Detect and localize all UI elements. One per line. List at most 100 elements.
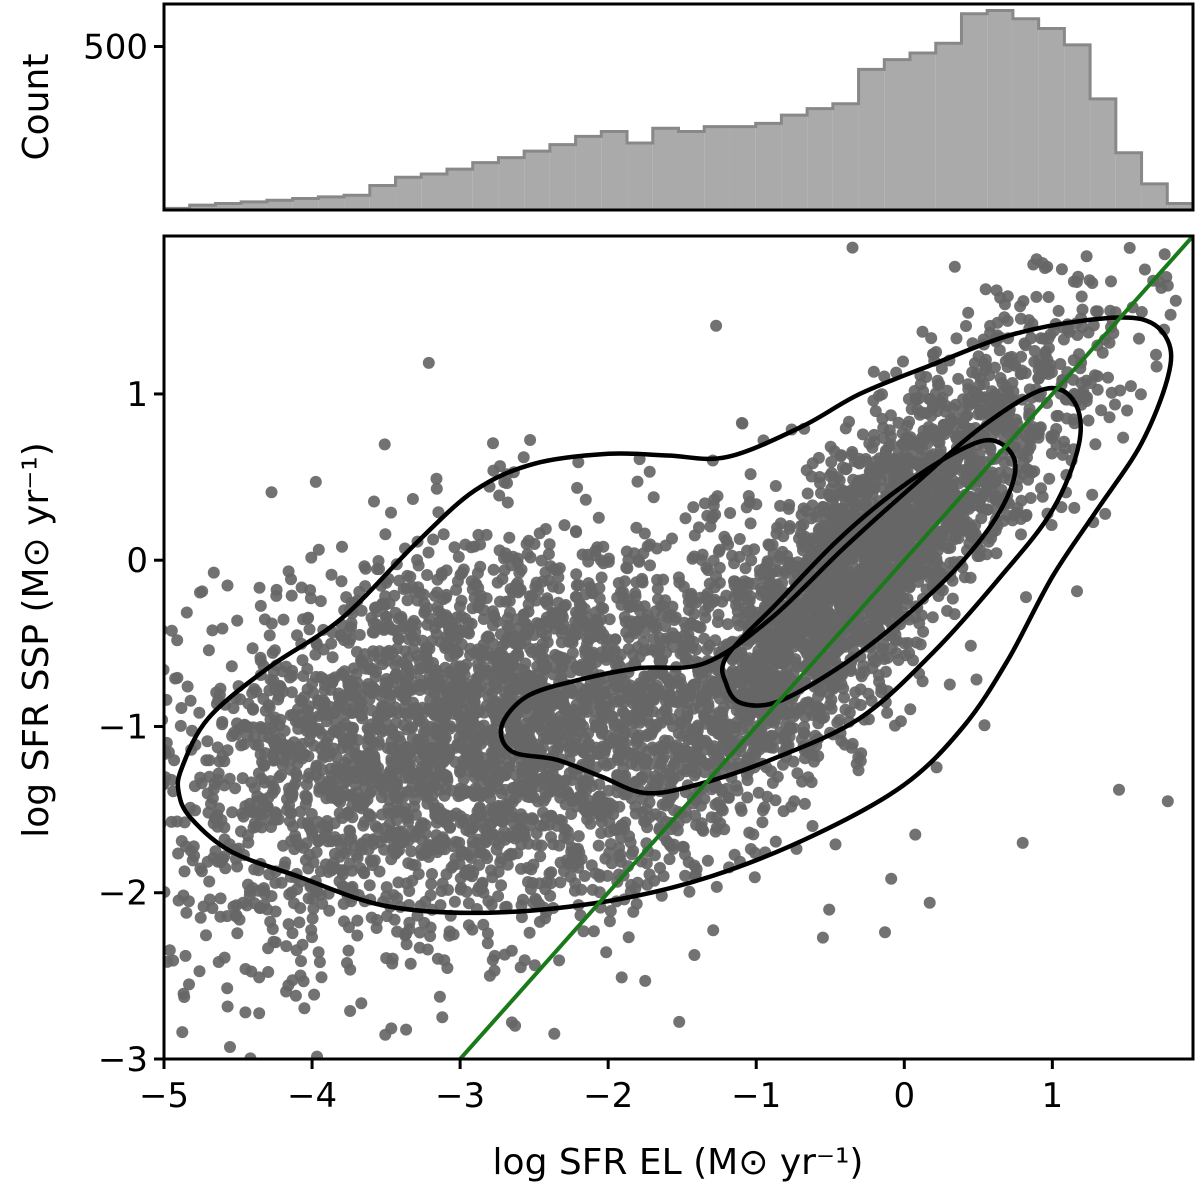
- scatter-point: [926, 611, 939, 624]
- scatter-point: [133, 693, 145, 705]
- scatter-point: [452, 550, 465, 563]
- scatter-point: [353, 585, 366, 598]
- scatter-point: [320, 783, 333, 796]
- scatter-point: [137, 660, 149, 672]
- scatter-point: [1012, 446, 1025, 459]
- histogram-bar: [472, 162, 499, 210]
- scatter-point: [149, 855, 161, 867]
- scatter-point: [533, 915, 546, 928]
- scatter-point: [486, 828, 499, 841]
- scatter-point: [501, 496, 514, 509]
- scatter-point: [553, 839, 566, 852]
- scatter-point: [487, 437, 499, 450]
- scatter-point: [743, 496, 756, 509]
- histogram-bar: [832, 103, 859, 210]
- scatter-point: [224, 1041, 236, 1053]
- scatter-point: [302, 771, 315, 784]
- histogram-bar: [1141, 183, 1168, 210]
- scatter-point: [935, 362, 948, 375]
- scatter-point: [400, 582, 413, 595]
- scatter-point: [201, 735, 214, 748]
- scatter-point: [1124, 380, 1137, 393]
- scatter-point: [483, 647, 495, 659]
- scatter-point: [600, 946, 613, 959]
- scatter-point: [225, 660, 238, 673]
- scatter-point: [721, 618, 734, 631]
- scatter-point: [380, 622, 392, 635]
- scatter-point: [450, 583, 463, 596]
- scatter-point: [646, 705, 659, 718]
- scatter-point: [285, 886, 298, 899]
- scatter-point: [149, 678, 161, 690]
- scatter-point: [522, 876, 534, 888]
- scatter-point: [603, 613, 616, 626]
- scatter-point: [486, 954, 499, 966]
- histogram-bar: [292, 198, 319, 210]
- scatter-point: [630, 576, 643, 589]
- scatter-point: [308, 988, 321, 1001]
- scatter-point: [342, 944, 355, 957]
- scatter-point: [1017, 295, 1030, 308]
- scatter-point: [683, 885, 696, 898]
- scatter-point: [545, 831, 557, 843]
- histogram-bar: [729, 126, 756, 210]
- scatter-point: [253, 971, 266, 984]
- scatter-point: [867, 365, 880, 378]
- scatter-point: [813, 471, 826, 483]
- scatter-point: [528, 959, 541, 972]
- scatter-point: [357, 866, 370, 879]
- scatter-point: [432, 506, 445, 519]
- scatter-point: [517, 451, 530, 464]
- scatter-point: [548, 1027, 561, 1040]
- scatter-point: [189, 804, 202, 817]
- scatter-point: [164, 714, 169, 726]
- scatter-point: [856, 428, 869, 441]
- histogram-bar: [781, 115, 808, 210]
- scatter-point: [164, 693, 173, 706]
- scatter-point: [280, 660, 293, 673]
- scatter-point: [307, 902, 320, 915]
- scatter-point: [200, 929, 212, 942]
- scatter-point: [1150, 360, 1163, 373]
- scatter-point: [657, 870, 670, 883]
- scatter-point: [1121, 404, 1134, 417]
- scatter-point: [389, 763, 402, 776]
- scatter-point: [693, 521, 705, 534]
- scatter-point: [597, 557, 610, 570]
- scatter-point: [591, 719, 604, 732]
- scatter-point: [149, 674, 161, 686]
- scatter-point: [637, 616, 650, 628]
- scatter-point: [1109, 398, 1121, 411]
- scatter-point: [227, 702, 240, 715]
- scatter-point: [615, 971, 628, 984]
- scatter-point: [733, 533, 746, 545]
- scatter-point: [421, 569, 434, 581]
- scatter-point: [795, 519, 807, 532]
- scatter-point: [1071, 585, 1083, 598]
- scatter-point: [586, 883, 599, 896]
- scatter-point: [943, 678, 956, 691]
- scatter-point: [630, 521, 643, 534]
- scatter-point: [477, 613, 490, 625]
- scatter-point: [962, 306, 975, 319]
- scatter-point: [848, 696, 861, 709]
- scatter-point: [948, 608, 961, 621]
- scatter-point: [603, 915, 616, 928]
- scatter-point: [230, 899, 243, 912]
- scatter-point: [302, 892, 315, 905]
- histogram-bar: [807, 108, 833, 210]
- scatter-point: [316, 897, 329, 910]
- scatter-point: [1076, 303, 1089, 316]
- scatter-point: [430, 472, 443, 485]
- scatter-point: [952, 372, 965, 385]
- scatter-point: [343, 857, 356, 870]
- scatter-point: [149, 845, 161, 857]
- scatter-point: [306, 912, 319, 925]
- scatter-point: [498, 948, 511, 961]
- scatter-point: [1042, 291, 1055, 303]
- scatter-point: [592, 839, 605, 852]
- scatter-point: [145, 586, 157, 598]
- scatter-point: [627, 697, 640, 710]
- scatter-point: [590, 656, 603, 668]
- scatter-point: [839, 422, 852, 435]
